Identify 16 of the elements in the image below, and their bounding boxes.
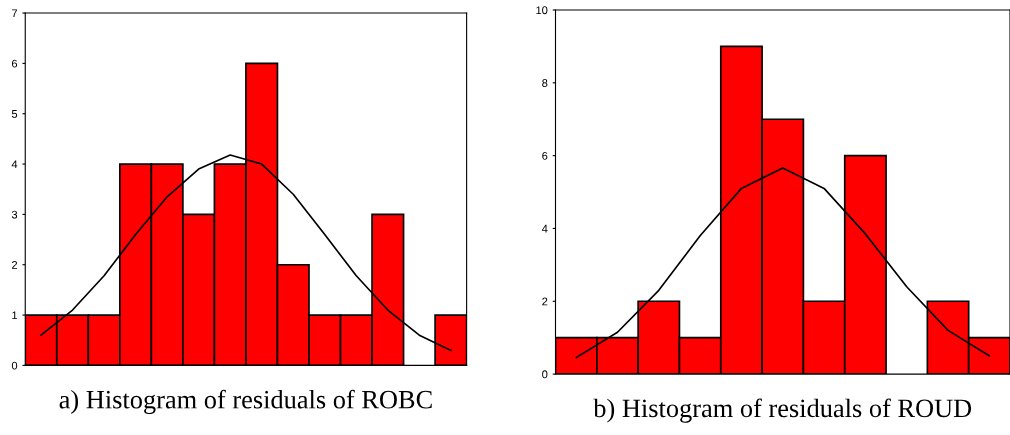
y-tick-label: 7 [12,9,18,18]
x-axis-title: a) Histogram of residuals of ROBC [59,389,432,414]
y-tick-label: 4 [541,224,548,233]
y-tick-label: 1 [12,311,18,320]
y-tick-label: 3 [11,210,18,219]
x-axis-title: b) Histogram of residuals of ROUD [593,398,972,423]
y-tick-label: 2 [11,261,18,269]
y-tick-label: 0 [11,361,18,370]
y-tick-label: 10 [536,6,548,15]
y-tick-label: 5 [11,110,18,118]
y-tick-label: 0 [542,370,548,379]
y-tick-label: 4 [11,160,18,169]
y-tick-label: 6 [542,151,548,160]
y-tick-label: 8 [542,79,548,87]
y-tick-label: 2 [542,297,548,306]
y-tick-label: 6 [12,59,18,68]
